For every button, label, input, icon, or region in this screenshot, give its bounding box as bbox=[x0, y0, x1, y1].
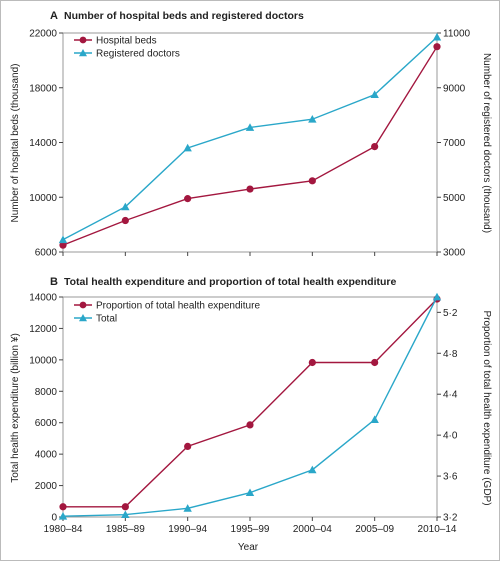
panel-b-right-tick-label: 3·2 bbox=[443, 513, 458, 524]
panel-b-series-1-point bbox=[59, 503, 67, 511]
panel-a-right-axis-title: Number of registered doctors (thousand) bbox=[481, 53, 492, 233]
panel-a-legend-marker bbox=[79, 49, 87, 57]
panel-a-left-axis-title: Number of hospital beds (thousand) bbox=[10, 64, 21, 223]
panel-b-plot-area: 0 2000 4000 6000 8000 10000 12000 14000 3·2 3·6 4·… bbox=[29, 293, 458, 536]
panel-b-series-1-point bbox=[371, 358, 379, 367]
panel-b-x-tick-label: 1995–99 bbox=[231, 524, 270, 535]
panel-b-right-tick-label: 4·8 bbox=[443, 349, 458, 360]
panel-a-left-tick-label: 6000 bbox=[35, 248, 58, 259]
panel-a-left-tick-label: 14000 bbox=[29, 138, 57, 149]
panel-a-right-tick-label: 11000 bbox=[443, 29, 471, 40]
panel-b-series-1-point bbox=[121, 503, 129, 511]
panel-b-left-tick-label: 14000 bbox=[29, 293, 57, 304]
panel-a-right-tick-label: 3000 bbox=[443, 248, 466, 259]
panel-b-x-tick-label: 1980–84 bbox=[44, 524, 83, 535]
panel-b-left-tick-label: 6000 bbox=[35, 418, 58, 429]
panel-a-series-1-point bbox=[308, 177, 316, 185]
panel-a-legend-marker bbox=[79, 36, 87, 44]
panel-b-series-2-point bbox=[58, 512, 68, 520]
panel-a-letter: A bbox=[50, 10, 58, 22]
panel-a-left-tick-label: 18000 bbox=[29, 83, 57, 94]
panel-a-series-2-point bbox=[370, 90, 379, 98]
panel-b-series-2-point bbox=[245, 488, 255, 497]
panel-a-left-tick-label: 10000 bbox=[29, 193, 57, 204]
panel-b-x-tick-label: 1990–94 bbox=[168, 524, 207, 535]
panel-b-series-2-point bbox=[121, 510, 130, 519]
panel-a-title: Number of hospital beds and registered d… bbox=[64, 10, 304, 22]
panel-b-left-tick-label: 12000 bbox=[29, 324, 57, 335]
panel-b-letter: B bbox=[50, 276, 58, 288]
panel-a-series-2-point bbox=[432, 32, 442, 41]
panel-b-left-axis-title: Total health expenditure (billion ¥) bbox=[10, 333, 21, 483]
panel-b-legend-label: Total bbox=[96, 314, 117, 325]
panel-b-x-tick-label: 2000–04 bbox=[293, 524, 332, 535]
panel-b-series-2-point bbox=[308, 465, 317, 474]
panel-b-left-tick-label: 4000 bbox=[35, 450, 58, 461]
panel-a-series-2-point bbox=[308, 115, 317, 123]
panel-a-series-2-point bbox=[245, 123, 255, 131]
panel-b-right-axis-title: Proportion of total health expenditure (… bbox=[481, 310, 492, 505]
panel-b: B Total health expenditure and proportio… bbox=[10, 276, 492, 553]
panel-a-series-1-point bbox=[371, 143, 379, 151]
panel-b-right-tick-label: 4·0 bbox=[443, 431, 458, 442]
panel-b-series-2-point bbox=[183, 504, 192, 512]
panel-b-series-2-point bbox=[370, 415, 379, 423]
panel-a-left-tick-label: 22000 bbox=[29, 29, 57, 40]
panel-b-left-tick-label: 10000 bbox=[29, 355, 57, 366]
panel-b-x-tick-label: 1985–89 bbox=[106, 524, 145, 535]
panel-b-right-tick-label: 3·6 bbox=[443, 472, 458, 483]
panel-b-series-1-point bbox=[308, 358, 316, 367]
panel-b-legend-marker bbox=[79, 301, 87, 309]
panel-b-x-tick-label: 2005–09 bbox=[355, 524, 394, 535]
panel-b-series-2-point bbox=[432, 292, 442, 301]
panel-b-right-tick-label: 4·4 bbox=[443, 390, 458, 401]
panel-a-right-tick-label: 9000 bbox=[443, 83, 466, 94]
panel-a-plot-area: 6000 10000 14000 18000 22000 3000 5000 7000 9000… bbox=[29, 29, 470, 259]
panel-a-right-tick-label: 5000 bbox=[443, 193, 466, 204]
panel-b-x-tick-label: 2010–14 bbox=[418, 524, 457, 535]
panel-a-right-tick-label: 7000 bbox=[443, 138, 466, 149]
panel-a-series-1-point bbox=[246, 185, 254, 193]
panel-a-series-2-point bbox=[183, 143, 192, 152]
panel-b-left-tick-label: 2000 bbox=[35, 481, 58, 492]
panel-a: A Number of hospital beds and registered… bbox=[10, 10, 492, 259]
panel-b-series-1-point bbox=[184, 442, 192, 450]
panel-a-series-1-point bbox=[121, 216, 129, 225]
panel-b-title: Total health expenditure and proportion … bbox=[64, 276, 396, 288]
panel-b-legend-marker bbox=[79, 314, 87, 322]
panel-b-left-tick-label: 0 bbox=[51, 513, 57, 524]
panel-a-series-1-point bbox=[433, 43, 441, 51]
panel-b-left-tick-label: 8000 bbox=[35, 387, 58, 398]
panel-b-x-axis-title: Year bbox=[238, 542, 259, 553]
panel-b-right-tick-label: 5·2 bbox=[443, 308, 458, 319]
panel-a-legend-label: Hospital beds bbox=[96, 36, 157, 47]
panel-a-series-2-point bbox=[58, 235, 68, 244]
panel-b-series-1-point bbox=[246, 421, 254, 429]
panel-a-series-2-point bbox=[121, 202, 130, 211]
panel-b-legend-label: Proportion of total health expenditure bbox=[96, 301, 260, 312]
panel-a-series-1-point bbox=[184, 195, 192, 203]
panel-a-legend-label: Registered doctors bbox=[96, 49, 180, 60]
panel-a-series-1-point bbox=[59, 241, 67, 249]
